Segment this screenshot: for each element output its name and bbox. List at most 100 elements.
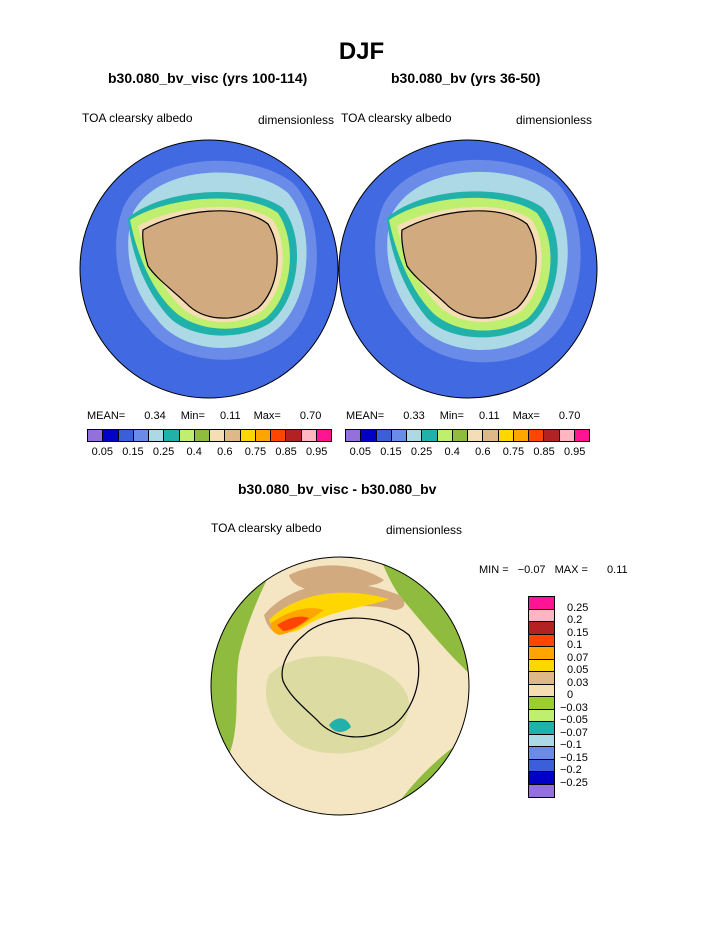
colorbar-tick-label: 0.25 bbox=[152, 446, 175, 458]
colorbar-swatch bbox=[498, 430, 514, 441]
difference-title: b30.080_bv_visc - b30.080_bv bbox=[238, 481, 437, 497]
antarctica-coastline bbox=[281, 617, 420, 738]
colorbar-tick-label: 0.4 bbox=[186, 446, 202, 458]
left-variable-label: TOA clearsky albedo bbox=[82, 111, 193, 125]
colorbar-tick-label: 0.75 bbox=[244, 446, 267, 458]
colorbar-tick-label: 0.95 bbox=[305, 446, 328, 458]
colorbar-level-label: −0.05 bbox=[560, 714, 588, 726]
difference-stats: MIN = −0.07 MAX = 0.11 bbox=[479, 564, 628, 576]
colorbar-tick-label: 0.6 bbox=[217, 446, 233, 458]
colorbar-swatch bbox=[210, 430, 226, 441]
left-colorbar-labels: 0.05 0.15 0.25 0.4 0.6 0.75 0.85 0.95 bbox=[87, 446, 332, 460]
right-colorbar-labels: 0.05 0.15 0.25 0.4 0.6 0.75 0.85 0.95 bbox=[345, 446, 590, 460]
min-value: 0.11 bbox=[219, 410, 241, 422]
colorbar-swatch bbox=[316, 430, 331, 441]
colorbar-swatch bbox=[529, 430, 545, 441]
colorbar-swatch bbox=[529, 609, 554, 622]
colorbar-swatch bbox=[529, 747, 554, 760]
max-label: Max= bbox=[512, 410, 540, 422]
colorbar-swatch bbox=[346, 430, 362, 441]
colorbar-swatch bbox=[271, 430, 287, 441]
difference-colorbar bbox=[528, 596, 555, 798]
colorbar-swatch bbox=[529, 634, 554, 647]
colorbar-tick-label: 0.95 bbox=[563, 446, 586, 458]
colorbar-level-label: −0.03 bbox=[560, 701, 588, 714]
colorbar-level-label: −0.15 bbox=[560, 751, 588, 764]
colorbar-swatch bbox=[179, 430, 195, 441]
colorbar-level-label: −0.07 bbox=[560, 726, 588, 739]
colorbar-swatch bbox=[513, 430, 529, 441]
colorbar-swatch bbox=[149, 430, 165, 441]
colorbar-swatch bbox=[529, 722, 554, 735]
colorbar-swatch bbox=[240, 430, 256, 441]
mean-value: 0.33 bbox=[403, 410, 425, 422]
colorbar-swatch bbox=[88, 430, 104, 441]
colorbar-level-label: 0.05 bbox=[567, 664, 589, 676]
antarctica-landmass bbox=[401, 210, 537, 319]
right-stats: MEAN= 0.33 Min= 0.11 Max= 0.70 bbox=[346, 410, 580, 422]
max-label: Max= bbox=[253, 410, 281, 422]
min-label: Min= bbox=[180, 410, 205, 422]
colorbar-level-label: −0.1 bbox=[560, 739, 582, 751]
colorbar-level-label: −0.2 bbox=[560, 764, 582, 776]
colorbar-swatch bbox=[391, 430, 407, 441]
colorbar-swatch bbox=[529, 672, 554, 685]
colorbar-swatch bbox=[255, 430, 271, 441]
colorbar-tick-label: 0.85 bbox=[533, 446, 555, 458]
max-label: MAX = bbox=[554, 564, 588, 576]
colorbar-swatch bbox=[225, 430, 241, 441]
colorbar-tick-label: 0.15 bbox=[122, 446, 144, 458]
mean-label: MEAN= bbox=[346, 410, 385, 422]
colorbar-swatch bbox=[529, 772, 554, 785]
colorbar-tick-label: 0.15 bbox=[380, 446, 402, 458]
colorbar-level-label: −0.25 bbox=[560, 776, 588, 789]
difference-units-label: dimensionless bbox=[386, 523, 463, 537]
colorbar-swatch bbox=[529, 659, 554, 672]
colorbar-tick-label: 0.4 bbox=[444, 446, 460, 458]
left-polar-map bbox=[79, 139, 339, 399]
colorbar-level-label: 0 bbox=[567, 689, 574, 701]
difference-polar-map bbox=[210, 556, 470, 816]
right-panel-title: b30.080_bv (yrs 36-50) bbox=[391, 70, 541, 86]
colorbar-level-label: 0.03 bbox=[567, 676, 589, 689]
colorbar-tick-label: 0.05 bbox=[349, 446, 372, 458]
colorbar-swatch bbox=[574, 430, 589, 441]
colorbar-swatch bbox=[437, 430, 453, 441]
colorbar-swatch bbox=[559, 430, 575, 441]
left-stats: MEAN= 0.34 Min= 0.11 Max= 0.70 bbox=[87, 410, 321, 422]
mean-value: 0.34 bbox=[144, 410, 166, 422]
colorbar-swatch bbox=[483, 430, 499, 441]
left-colorbar bbox=[87, 429, 332, 442]
min-value: −0.07 bbox=[517, 564, 546, 576]
colorbar-level-label: 0.15 bbox=[567, 626, 589, 639]
colorbar-swatch bbox=[103, 430, 119, 441]
colorbar-swatch bbox=[529, 784, 554, 797]
min-value: 0.11 bbox=[478, 410, 500, 422]
colorbar-level-label: 0.07 bbox=[567, 651, 589, 664]
colorbar-swatch bbox=[529, 597, 554, 610]
max-value: 0.70 bbox=[558, 410, 581, 422]
colorbar-level-label: 0.2 bbox=[567, 614, 583, 626]
colorbar-swatch bbox=[376, 430, 392, 441]
right-units-label: dimensionless bbox=[516, 113, 593, 127]
colorbar-swatch bbox=[422, 430, 438, 441]
colorbar-tick-label: 0.05 bbox=[91, 446, 114, 458]
colorbar-swatch bbox=[301, 430, 317, 441]
max-value: 0.11 bbox=[607, 564, 628, 576]
right-polar-map bbox=[338, 139, 598, 399]
colorbar-swatch bbox=[194, 430, 210, 441]
colorbar-tick-label: 0.25 bbox=[410, 446, 433, 458]
min-label: MIN = bbox=[479, 564, 509, 576]
colorbar-tick-label: 0.85 bbox=[275, 446, 297, 458]
colorbar-swatch bbox=[529, 759, 554, 772]
colorbar-swatch bbox=[529, 684, 554, 697]
colorbar-swatch bbox=[452, 430, 468, 441]
right-variable-label: TOA clearsky albedo bbox=[341, 111, 452, 125]
colorbar-swatch bbox=[529, 647, 554, 660]
colorbar-level-label: 0.1 bbox=[567, 639, 583, 651]
difference-variable-label: TOA clearsky albedo bbox=[211, 521, 322, 535]
min-label: Min= bbox=[439, 410, 464, 422]
colorbar-swatch bbox=[468, 430, 484, 441]
left-units-label: dimensionless bbox=[258, 113, 335, 127]
colorbar-tick-label: 0.75 bbox=[502, 446, 525, 458]
